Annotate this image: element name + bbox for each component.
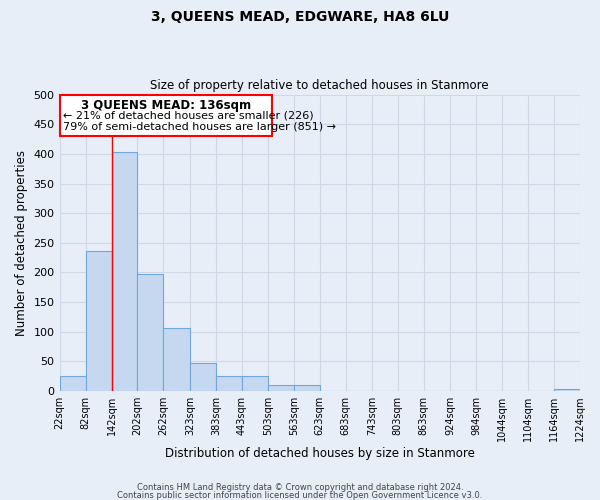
- Bar: [137, 274, 163, 391]
- Text: 3 QUEENS MEAD: 136sqm: 3 QUEENS MEAD: 136sqm: [80, 100, 251, 112]
- Bar: [242, 376, 268, 391]
- Bar: [112, 152, 137, 391]
- Bar: [216, 376, 242, 391]
- Bar: [163, 328, 190, 391]
- FancyBboxPatch shape: [59, 94, 272, 136]
- Bar: [294, 385, 320, 391]
- Text: ← 21% of detached houses are smaller (226): ← 21% of detached houses are smaller (22…: [63, 110, 314, 120]
- Text: Contains HM Land Registry data © Crown copyright and database right 2024.: Contains HM Land Registry data © Crown c…: [137, 484, 463, 492]
- Y-axis label: Number of detached properties: Number of detached properties: [15, 150, 28, 336]
- Text: Contains public sector information licensed under the Open Government Licence v3: Contains public sector information licen…: [118, 490, 482, 500]
- Bar: [554, 388, 580, 391]
- Title: Size of property relative to detached houses in Stanmore: Size of property relative to detached ho…: [151, 79, 489, 92]
- Bar: [190, 362, 216, 391]
- Text: 3, QUEENS MEAD, EDGWARE, HA8 6LU: 3, QUEENS MEAD, EDGWARE, HA8 6LU: [151, 10, 449, 24]
- Bar: [268, 385, 294, 391]
- Bar: [86, 250, 112, 391]
- Bar: [59, 376, 86, 391]
- X-axis label: Distribution of detached houses by size in Stanmore: Distribution of detached houses by size …: [165, 447, 475, 460]
- Text: 79% of semi-detached houses are larger (851) →: 79% of semi-detached houses are larger (…: [63, 122, 336, 132]
